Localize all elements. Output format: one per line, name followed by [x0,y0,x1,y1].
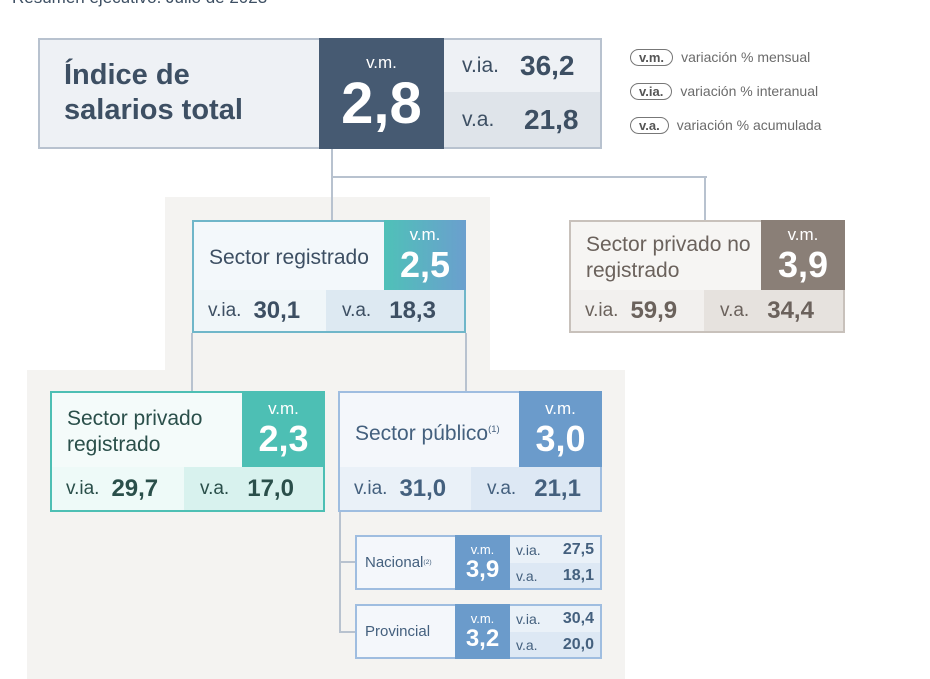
va-label: v.a. [516,567,538,584]
va-value: 17,0 [247,474,294,502]
vm-box: v.m. 3,0 [519,391,602,467]
va-label: v.a. [516,636,538,653]
connector [339,561,355,563]
connector [191,333,193,391]
vm-box: v.m. 2,5 [384,220,466,290]
vm-label: v.m. [366,52,397,72]
via-value: 59,9 [630,296,678,324]
vm-label: v.m. [470,611,495,626]
vm-label: v.m. [268,399,299,418]
node-title: Sector privado registrado [67,399,247,465]
vm-label: v.m. [409,225,441,244]
va-value: 18,1 [562,566,594,584]
legend: v.m. variación % mensual v.ia. variación %… [630,46,920,136]
total-title: Índice de salarios total [64,59,243,126]
title-text: Sector privado no registrado [586,233,751,282]
via-value: 30,1 [253,296,301,324]
node-title: Sector público(1) [355,399,505,465]
node-title-text: Sector público(1) [355,417,500,447]
va-row: v.a. 21,8 [444,92,600,147]
via-value: 36,2 [520,50,575,81]
via-label: v.ia. [516,611,541,627]
title-text: Sector público [355,422,489,445]
vm-value: 3,0 [535,418,586,459]
connector [704,176,706,220]
legend-abbr: v.m. [630,48,674,66]
node-title: Nacional (2) [365,535,457,590]
via-row: v.ia. 27,5 [510,537,600,563]
via-label: v.ia. [462,54,499,77]
va-label: v.a. [720,299,750,321]
vm-box: v.m. 3,9 [761,220,845,290]
node-title-text: Sector privado registrado [67,406,247,458]
vm-box: v.m. 2,8 [319,38,444,149]
va-value: 34,4 [767,296,814,324]
legend-text: variación % mensual [681,49,811,65]
via-row: v.ia. 30,1 [194,290,326,331]
vm-label: v.m. [470,542,495,557]
vm-value: 3,2 [465,625,500,652]
va-row: v.a. 34,4 [704,290,843,331]
via-row: v.ia. 29,7 [52,467,184,510]
legend-abbr: v.ia. [630,82,673,100]
via-label: v.ia. [66,477,100,499]
vm-value: 2,5 [399,244,451,285]
title-text: Nacional [365,554,424,571]
connector [339,512,341,633]
via-value: 31,0 [399,474,447,502]
node-title-text: Sector registrado [209,245,369,271]
title-text: Provincial [365,623,431,640]
va-label: v.a. [200,477,230,499]
va-value: 20,0 [562,635,594,653]
via-row: v.ia. 59,9 [571,290,704,331]
title-text: Sector privado registrado [67,407,203,456]
connector [331,176,707,178]
vm-label: v.m. [787,225,819,244]
va-label: v.a. [342,299,372,321]
via-row: v.ia. 31,0 [340,467,471,510]
va-value: 18,3 [389,296,436,324]
node-title: Sector privado no registrado [586,228,766,288]
via-label: v.ia. [208,299,242,321]
vm-box: v.m. 3,2 [455,604,510,659]
via-value: 29,7 [111,474,159,502]
via-value: 27,5 [562,541,594,558]
via-row: v.ia. 36,2 [444,40,600,92]
vm-value: 2,3 [258,418,309,459]
via-label: v.ia. [516,542,541,558]
va-row: v.a. 18,1 [510,563,600,588]
connector [331,148,333,220]
connector [465,333,467,391]
note: (1) [488,424,500,435]
via-label: v.ia. [354,477,388,499]
node-title: Sector registrado [209,228,369,288]
vm-value: 3,9 [777,244,829,285]
via-value: 30,4 [562,610,594,627]
via-label: v.ia. [585,299,619,321]
vm-value: 3,9 [465,556,500,583]
va-row: v.a. 21,1 [471,467,600,510]
va-label: v.a. [487,477,517,499]
va-row: v.a. 18,3 [326,290,464,331]
note: (2) [423,559,432,566]
vm-box: v.m. 3,9 [455,535,510,590]
legend-text: variación % interanual [680,83,819,99]
va-value: 21,8 [524,103,579,135]
va-row: v.a. 20,0 [510,632,600,657]
legend-text: variación % acumulada [676,117,822,133]
node-title: Provincial [365,604,457,659]
legend-abbr: v.a. [630,116,669,134]
via-row: v.ia. 30,4 [510,606,600,632]
node-title-text: Sector privado no registrado [586,232,766,284]
connector [339,631,355,633]
vm-label: v.m. [545,399,576,418]
va-row: v.a. 17,0 [184,467,323,510]
va-value: 21,1 [534,474,581,502]
title-text: Sector registrado [209,246,369,269]
vm-value: 2,8 [341,70,422,136]
page-title: Resumen ejecutivo. Julio de 2023 [12,0,267,8]
va-label: v.a. [462,107,495,131]
vm-box: v.m. 2,3 [242,391,325,467]
